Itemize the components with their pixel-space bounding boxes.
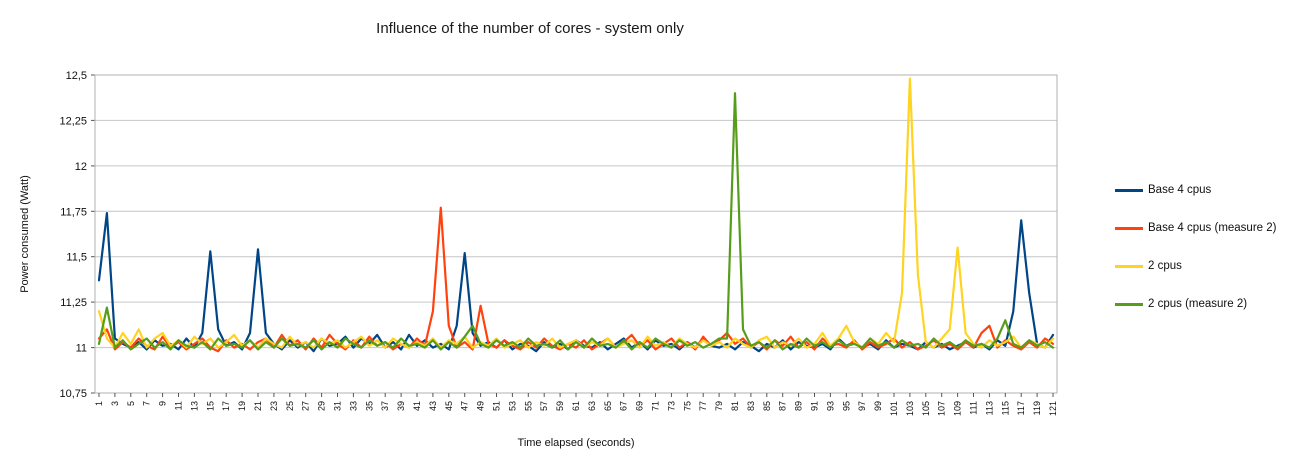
legend-label: Base 4 cpus [1148,184,1212,196]
svg-text:89: 89 [794,401,804,411]
legend-label: 2 cpus (measure 2) [1148,298,1248,310]
svg-text:3: 3 [110,401,120,406]
svg-text:93: 93 [825,401,835,411]
svg-text:95: 95 [841,401,851,411]
svg-text:45: 45 [444,401,454,411]
svg-text:79: 79 [714,401,724,411]
svg-text:31: 31 [333,401,343,411]
svg-text:15: 15 [205,401,215,411]
svg-text:7: 7 [142,401,152,406]
svg-text:12: 12 [75,161,87,173]
x-axis-title: Time elapsed (seconds) [517,437,635,449]
svg-text:97: 97 [857,401,867,411]
legend-label: 2 cpus [1148,260,1182,272]
svg-text:59: 59 [555,401,565,411]
legend-swatch-line [1115,188,1143,192]
svg-text:51: 51 [492,401,502,411]
svg-text:117: 117 [1016,401,1026,415]
svg-text:99: 99 [873,401,883,411]
svg-text:10,75: 10,75 [59,388,87,400]
legend-item: 2 cpus (measure 2) [1115,297,1276,311]
svg-text:19: 19 [237,401,247,411]
legend-swatch-line [1115,302,1143,306]
svg-text:49: 49 [476,401,486,411]
svg-text:17: 17 [221,401,231,411]
svg-text:121: 121 [1048,401,1058,416]
svg-text:5: 5 [126,401,136,406]
svg-text:1: 1 [94,401,104,406]
svg-text:119: 119 [1032,401,1042,415]
legend-item: Base 4 cpus (measure 2) [1115,221,1276,235]
svg-text:11,5: 11,5 [66,252,87,264]
legend-item: Base 4 cpus [1115,183,1276,197]
svg-text:11: 11 [174,401,184,410]
svg-text:105: 105 [921,401,931,416]
svg-text:9: 9 [158,401,168,406]
svg-text:75: 75 [682,401,692,411]
svg-text:109: 109 [953,401,963,416]
chart-title: Influence of the number of cores - syste… [376,20,684,37]
svg-text:103: 103 [905,401,915,416]
svg-text:73: 73 [666,401,676,411]
svg-text:101: 101 [889,401,899,416]
svg-text:63: 63 [587,401,597,411]
svg-text:12,5: 12,5 [66,70,87,82]
svg-text:113: 113 [984,401,994,415]
legend-swatch-line [1115,264,1143,268]
svg-text:65: 65 [603,401,613,411]
svg-text:85: 85 [762,401,772,411]
svg-text:111: 111 [969,401,979,415]
svg-text:61: 61 [571,401,581,411]
svg-text:11: 11 [76,343,87,355]
svg-text:21: 21 [253,401,263,411]
svg-text:87: 87 [778,401,788,411]
svg-text:77: 77 [698,401,708,411]
svg-text:29: 29 [317,401,327,411]
svg-text:43: 43 [428,401,438,411]
svg-text:83: 83 [746,401,756,411]
legend-swatch-line [1115,226,1143,230]
svg-text:33: 33 [348,401,358,411]
legend: Base 4 cpus Base 4 cpus (measure 2) 2 cp… [1115,183,1276,335]
svg-text:39: 39 [396,401,406,411]
svg-text:71: 71 [651,401,661,411]
svg-text:55: 55 [523,401,533,411]
svg-text:47: 47 [460,401,470,411]
svg-text:27: 27 [301,401,311,411]
svg-text:67: 67 [619,401,629,411]
svg-text:25: 25 [285,401,295,411]
svg-text:115: 115 [1000,401,1010,415]
svg-text:11,75: 11,75 [60,206,87,218]
svg-text:11,25: 11,25 [60,297,87,309]
legend-label: Base 4 cpus (measure 2) [1148,222,1277,234]
svg-text:13: 13 [189,401,199,411]
svg-text:107: 107 [937,401,947,416]
legend-item: 2 cpus [1115,259,1276,273]
svg-text:41: 41 [412,401,422,411]
svg-text:23: 23 [269,401,279,411]
svg-text:12,25: 12,25 [59,115,87,127]
svg-text:53: 53 [507,401,517,411]
svg-text:57: 57 [539,401,549,411]
svg-text:69: 69 [635,401,645,411]
svg-text:91: 91 [810,401,820,411]
svg-text:35: 35 [364,401,374,411]
svg-text:81: 81 [730,401,740,411]
svg-text:37: 37 [380,401,390,411]
